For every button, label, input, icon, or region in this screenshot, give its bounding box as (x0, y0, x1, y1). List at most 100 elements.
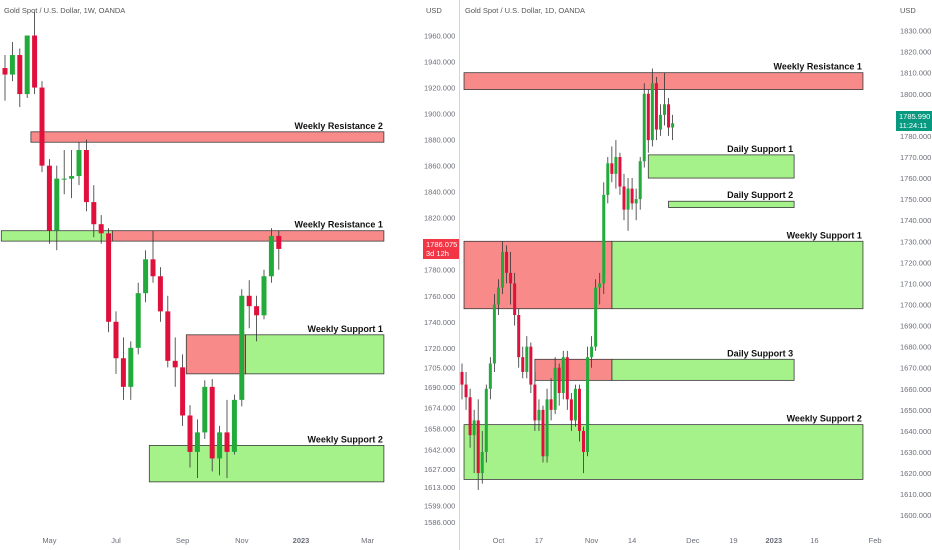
candle-body (594, 287, 598, 347)
y-tick-label: 1680.000 (900, 343, 931, 352)
candle-body (650, 83, 654, 141)
y-tick-label: 1660.000 (900, 385, 931, 394)
panel-divider[interactable] (459, 0, 460, 550)
candle-body (172, 360, 178, 368)
weekly-chart[interactable]: Weekly Resistance 2 Weekly Resistance 1 We… (0, 0, 460, 550)
y-tick-label: 1880.000 (424, 136, 455, 145)
candle-body (529, 346, 533, 385)
x-tick-label: Dec (686, 536, 700, 545)
candle-body (577, 388, 581, 431)
x-tick-label: Jul (111, 536, 121, 545)
x-tick-label: Nov (235, 536, 249, 545)
candle-body (569, 399, 573, 421)
zone-label: Weekly Resistance 1 (294, 220, 382, 230)
zone-label: Weekly Support 1 (787, 230, 862, 240)
candle-body (488, 363, 492, 389)
candle-body (606, 163, 610, 195)
candle-body (194, 432, 200, 452)
candle-body (671, 123, 675, 128)
candle-body (549, 399, 553, 410)
y-tick-label: 1586.000 (424, 518, 455, 527)
currency-label: USD (900, 6, 916, 15)
candle-body (630, 188, 634, 204)
candle-body (209, 386, 215, 459)
candle-body (614, 156, 618, 174)
y-tick-label: 1642.000 (424, 445, 455, 454)
candle-body (626, 188, 630, 210)
y-tick-label: 1720.000 (424, 344, 455, 353)
y-tick-label: 1674.000 (424, 404, 455, 413)
candle-body (202, 386, 208, 433)
chart-panel-daily[interactable]: Weekly Resistance 1 Daily Support 1 Daily … (460, 0, 932, 550)
daily-chart[interactable]: Weekly Resistance 1 Daily Support 1 Daily … (460, 0, 932, 550)
candle-body (480, 452, 484, 474)
x-tick-label: May (42, 536, 56, 545)
candle-body (224, 432, 230, 452)
y-tick-label: 1630.000 (900, 448, 931, 457)
candle-body (254, 306, 260, 316)
bar-countdown: 3d 12h (426, 249, 449, 258)
candle-body (533, 384, 537, 421)
candle-body (658, 114, 662, 130)
candle-body (513, 283, 517, 316)
candle-body (83, 150, 89, 203)
y-tick-label: 1810.000 (900, 69, 931, 78)
last-price-value: 1785.990 (899, 112, 931, 121)
y-tick-label: 1610.000 (900, 490, 931, 499)
zone-support (611, 358, 795, 381)
candle-body (120, 358, 126, 387)
candle-body (135, 293, 141, 348)
candle-body (39, 87, 45, 166)
candle-body (496, 287, 500, 305)
candle-body (91, 202, 97, 225)
candle-body (610, 163, 614, 174)
candle-body (24, 35, 30, 95)
y-tick-label: 1730.000 (900, 237, 931, 246)
candle-body (663, 104, 666, 115)
candle-body (460, 371, 464, 385)
zone-resistance (185, 334, 246, 375)
y-tick-label: 1770.000 (900, 153, 931, 162)
x-tick-label: 2023 (766, 536, 783, 545)
zone-resistance (534, 358, 613, 381)
y-tick-label: 1820.000 (900, 48, 931, 57)
candle-body (509, 272, 513, 284)
candle-body (582, 430, 585, 453)
y-tick-label: 1760.000 (900, 174, 931, 183)
y-tick-label: 1600.000 (900, 511, 931, 520)
candle-body (246, 295, 252, 307)
candle-body (98, 224, 104, 234)
candle-body (268, 235, 274, 277)
candle-body (492, 304, 496, 364)
currency-label: USD (426, 6, 442, 15)
y-tick-label: 1860.000 (424, 162, 455, 171)
y-tick-label: 1720.000 (900, 258, 931, 267)
y-tick-label: 1650.000 (900, 406, 931, 415)
candle-body (573, 388, 577, 421)
candle-body (654, 83, 658, 130)
zone-resistance (463, 240, 613, 310)
candle-body (239, 295, 245, 400)
zone-support (647, 154, 795, 179)
y-tick-label: 1960.000 (424, 32, 455, 41)
candle-body (590, 346, 594, 358)
bar-countdown: 11:24:11 (899, 121, 928, 130)
y-tick-label: 1940.000 (424, 58, 455, 67)
candle-body (468, 397, 472, 436)
candle-body (113, 321, 119, 359)
candle-body (476, 420, 480, 474)
zone-label: Daily Support 1 (727, 144, 793, 154)
y-tick-label: 1640.000 (900, 427, 931, 436)
y-tick-label: 1700.000 (900, 301, 931, 310)
zone-label: Weekly Support 2 (787, 414, 862, 424)
x-tick-label: 2023 (293, 536, 310, 545)
candle-body (638, 161, 642, 200)
chart-panel-weekly[interactable]: Weekly Resistance 2 Weekly Resistance 1 We… (0, 0, 460, 550)
candle-body (143, 259, 149, 294)
candle-body (150, 259, 156, 277)
y-tick-label: 1740.000 (424, 318, 455, 327)
candle-body (217, 432, 223, 459)
candle-body (667, 104, 671, 128)
candle-body (157, 276, 163, 312)
candle-body (537, 409, 541, 421)
